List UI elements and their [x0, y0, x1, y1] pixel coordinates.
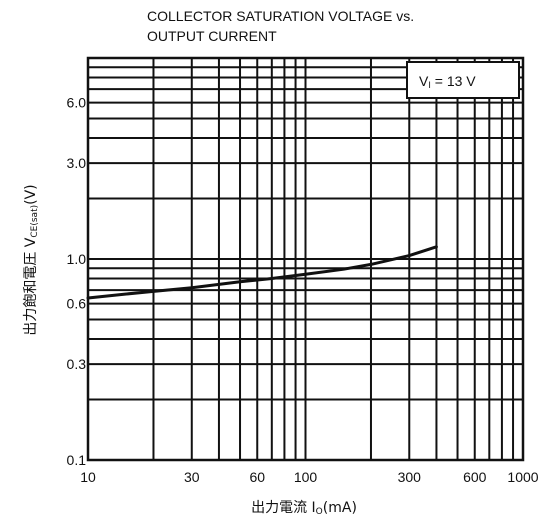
x-tick-label: 600 [463, 469, 487, 485]
x-tick-label: 1000 [507, 469, 538, 485]
y-tick-labels: 0.1 0.3 0.6 1.0 3.0 6.0 [67, 95, 87, 468]
x-tick-label: 30 [184, 469, 200, 485]
series-line [86, 245, 438, 300]
y-tick-label: 3.0 [67, 155, 87, 171]
x-tick-label: 60 [249, 469, 265, 485]
y-tick-label: 0.1 [67, 452, 87, 468]
y-tick-label: 1.0 [67, 251, 87, 267]
x-tick-label: 10 [80, 469, 96, 485]
y-tick-label: 6.0 [67, 95, 87, 111]
x-tick-label: 100 [294, 469, 318, 485]
y-axis-label: 出力飽和電圧 VCE(sat)(V) [22, 184, 40, 335]
x-axis-label: 出力電流 IO(mA) [251, 500, 357, 517]
plot-frame [86, 56, 525, 462]
chart-title-line-2: OUTPUT CURRENT [147, 28, 277, 44]
data-series [86, 245, 438, 300]
chart-title-line-1: COLLECTOR SATURATION VOLTAGE vs. [147, 8, 414, 24]
x-tick-label: 300 [398, 469, 422, 485]
y-tick-label: 0.6 [67, 296, 87, 312]
x-tick-labels: 10 30 60 100 300 600 1000 [80, 469, 539, 485]
legend-box: VI = 13 V [406, 61, 520, 99]
y-tick-label: 0.3 [67, 356, 87, 372]
legend-label: VI = 13 V [419, 73, 476, 90]
grid-lines [87, 58, 523, 461]
